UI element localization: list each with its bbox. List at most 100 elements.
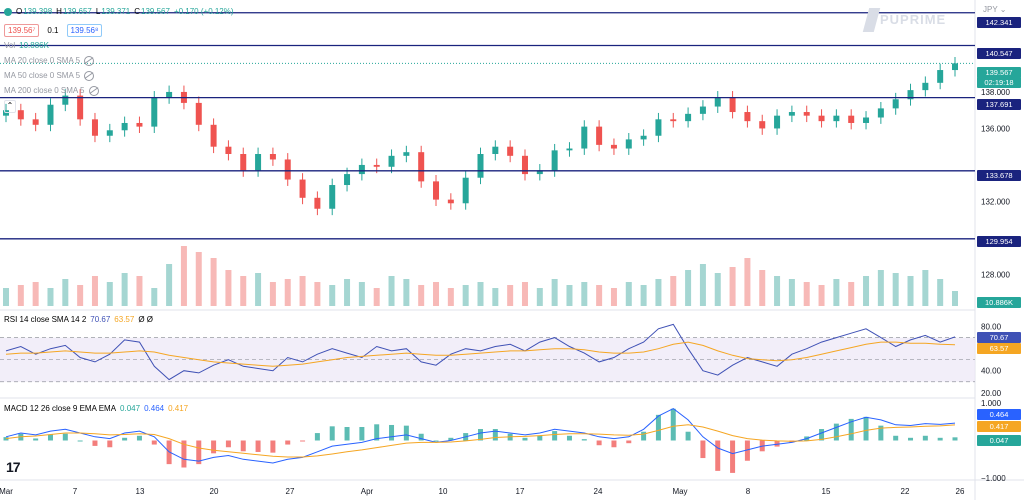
macd-histogram-bar xyxy=(122,437,128,441)
hidden-eye-icon[interactable] xyxy=(84,71,95,81)
trade-buttons: 139.56⁷ 0.1 139.56⁸ xyxy=(4,24,103,37)
macd-histogram-bar xyxy=(863,416,869,441)
volume-bar xyxy=(566,285,573,306)
macd-histogram-bar xyxy=(3,437,9,441)
rsi-legend[interactable]: RSI 14 close SMA 14 2 70.67 63.57 Ø Ø xyxy=(4,314,153,326)
collapse-legend-button[interactable]: ⌃ xyxy=(4,100,16,113)
candle-body xyxy=(284,159,291,180)
volume-bar xyxy=(655,279,662,306)
macd-histogram-bar xyxy=(403,425,409,441)
ma200-legend[interactable]: MA 200 close 0 SMA 5 xyxy=(4,85,99,97)
volume-legend[interactable]: Vol 10.886K xyxy=(4,40,49,52)
open-value: 139.398 xyxy=(23,7,53,16)
sell-button[interactable]: 139.56⁷ xyxy=(4,24,40,37)
volume-bar xyxy=(937,279,944,306)
macd-histogram-bar xyxy=(47,434,53,441)
volume-bar xyxy=(507,285,514,306)
market-status-icon xyxy=(4,8,12,16)
macd-histogram-bar xyxy=(922,435,928,441)
rsi-extra: Ø Ø xyxy=(138,315,153,324)
macd-histogram-bar xyxy=(196,440,202,465)
buy-button[interactable]: 139.56⁸ xyxy=(66,24,103,37)
macd-histogram-bar xyxy=(270,440,276,453)
time-tick-label: 27 xyxy=(286,487,295,496)
price-tick-label: 136.000 xyxy=(981,124,1010,133)
volume-bar xyxy=(447,288,454,306)
volume-bar xyxy=(136,276,143,306)
high-value: 139.657 xyxy=(62,7,92,16)
macd-histogram-bar xyxy=(181,440,187,468)
currency-label[interactable]: JPY ⌄ xyxy=(983,5,1007,14)
volume-bar xyxy=(536,288,543,306)
macd-histogram-bar xyxy=(848,418,854,441)
candle-body xyxy=(136,122,143,127)
volume-label: Vol xyxy=(4,41,16,50)
volume-bar xyxy=(284,279,291,306)
rsi-sma-tag: 63.57 xyxy=(977,343,1021,354)
candle-body xyxy=(551,150,558,171)
macd-histogram-bar xyxy=(685,431,691,441)
rsi-tick-label: 80.00 xyxy=(981,323,1002,332)
candle-body xyxy=(788,112,795,116)
macd-histogram-bar xyxy=(937,437,943,441)
candle-body xyxy=(358,164,365,175)
macd-histogram-bar xyxy=(774,440,780,447)
level-tag: 133.678 xyxy=(977,170,1021,181)
time-tick-label: 22 xyxy=(901,487,910,496)
macd-legend[interactable]: MACD 12 26 close 9 EMA EMA 0.047 0.464 0… xyxy=(4,403,188,415)
volume-bar xyxy=(225,270,232,306)
volume-bar xyxy=(180,246,187,306)
macd-histogram-bar xyxy=(300,440,306,442)
candle-body xyxy=(344,174,351,186)
volume-bar xyxy=(729,267,736,306)
price-tick-label: 132.000 xyxy=(981,197,1010,206)
candle-body xyxy=(447,199,454,204)
volume-bar xyxy=(388,276,395,306)
rsi-tick-label: 20.00 xyxy=(981,389,1002,398)
candle-body xyxy=(863,117,870,123)
macd-histogram-bar xyxy=(611,440,617,448)
macd-histogram-bar xyxy=(344,427,350,441)
candle-body xyxy=(670,119,677,122)
candle-body xyxy=(492,146,499,154)
candle-body xyxy=(388,155,395,167)
macd-hist-tag: 0.047 xyxy=(977,435,1021,446)
candle-body xyxy=(121,122,128,131)
volume-bar xyxy=(255,273,262,306)
candle-body xyxy=(240,154,247,171)
volume-bar xyxy=(62,279,69,306)
candle-body xyxy=(536,170,543,175)
brand-logo: PUPRIME xyxy=(880,12,947,27)
time-tick-label: 7 xyxy=(73,487,78,496)
volume-bar xyxy=(121,273,128,306)
macd-histogram-bar xyxy=(670,408,676,441)
ma20-legend[interactable]: MA 20 close 0 SMA 5 xyxy=(4,55,95,67)
macd-histogram-bar xyxy=(255,440,261,452)
level-tag: 140.547 xyxy=(977,48,1021,59)
open-label: O xyxy=(16,7,23,16)
volume-bar xyxy=(462,285,469,306)
candle-body xyxy=(269,154,276,160)
candle-body xyxy=(610,144,617,149)
current-price-tag: 139.567 xyxy=(977,67,1021,78)
hidden-eye-icon[interactable] xyxy=(84,56,95,66)
rsi-line xyxy=(5,323,956,381)
volume-bar xyxy=(685,270,692,306)
macd-histogram-bar xyxy=(730,440,736,473)
volume-bar xyxy=(863,276,870,306)
volume-bar xyxy=(166,264,173,306)
ohlc-legend: O 139.398 H 139.657 L 139.371 C 139.567 +0.1… xyxy=(4,6,234,18)
candle-body xyxy=(62,95,69,105)
hidden-eye-icon[interactable] xyxy=(88,86,99,96)
rsi-tick-label: 40.00 xyxy=(981,367,1002,376)
time-tick-label: May xyxy=(672,487,687,496)
candle-body xyxy=(507,146,514,156)
macd-histogram-bar xyxy=(240,440,246,452)
ma50-legend[interactable]: MA 50 close 0 SMA 5 xyxy=(4,70,95,82)
volume-bar xyxy=(922,270,929,306)
time-tick-label: 8 xyxy=(746,487,751,496)
volume-bar xyxy=(344,279,351,306)
candle-body xyxy=(952,63,958,71)
